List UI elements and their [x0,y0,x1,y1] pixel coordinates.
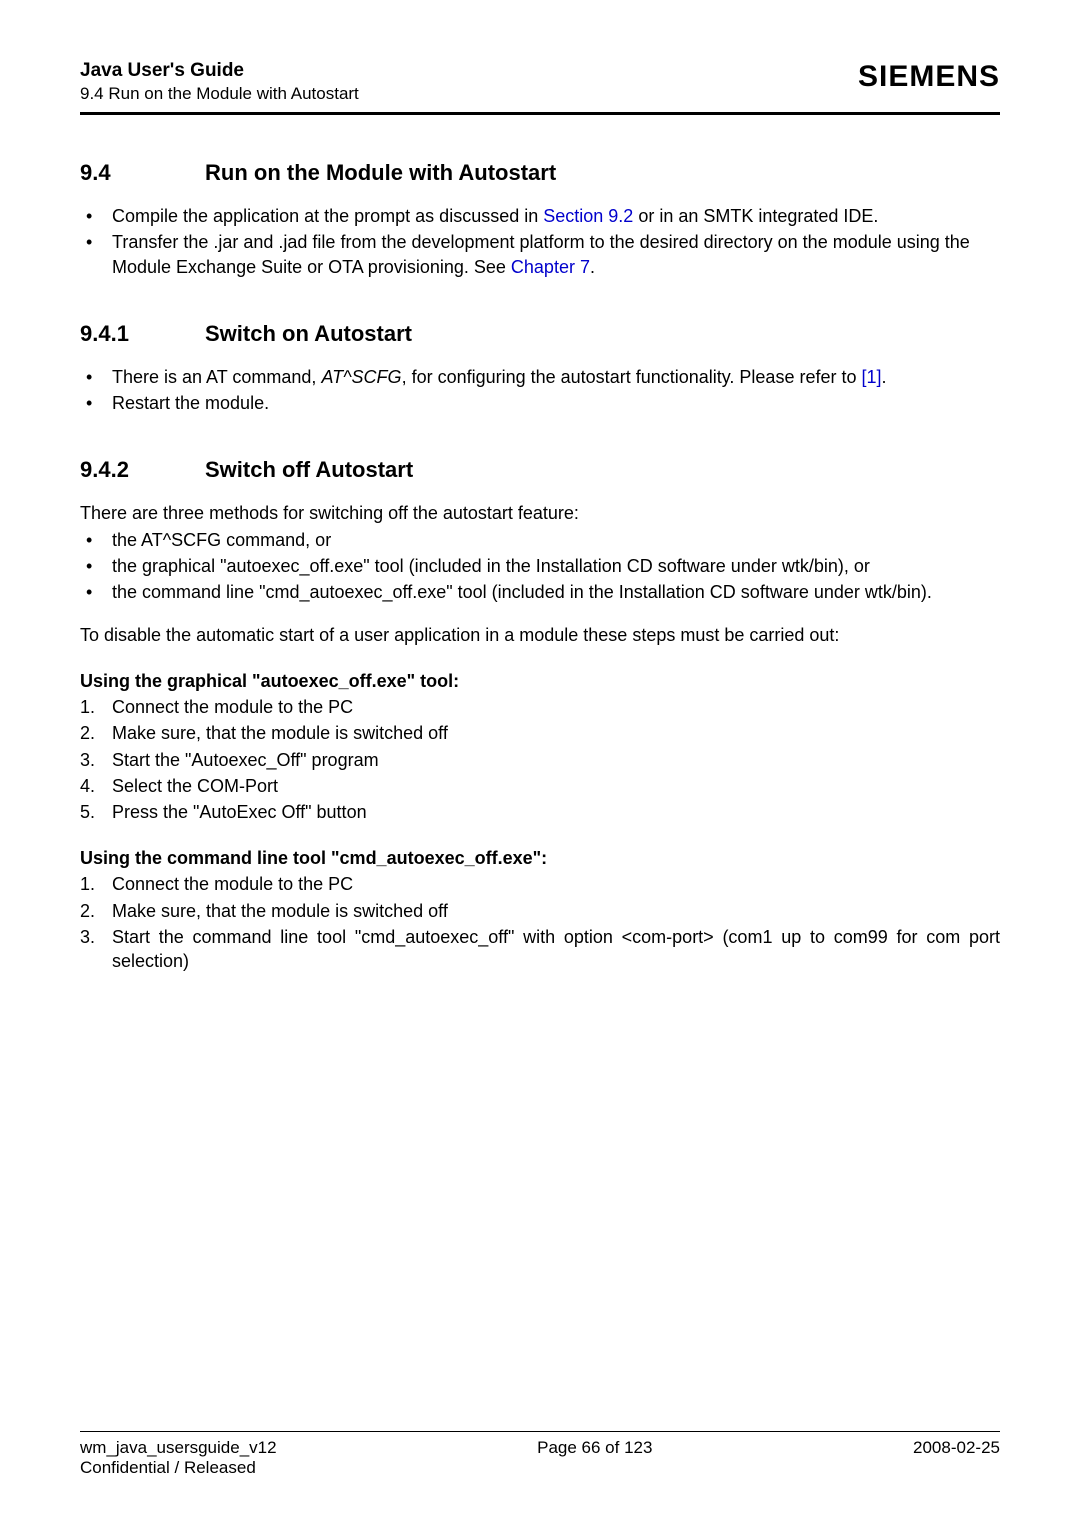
step-text: Connect the module to the PC [112,874,353,894]
text: or in an SMTK integrated IDE. [633,206,878,226]
step-number: 1. [80,695,95,719]
section-942-intro: There are three methods for switching of… [80,501,1000,525]
text: , for configuring the autostart function… [402,367,862,387]
list-item: 3. Start the command line tool "cmd_autoe… [80,925,1000,974]
list-item: Restart the module. [80,391,1000,415]
section-reference: 9.4 Run on the Module with Autostart [80,84,359,104]
list-item: 2. Make sure, that the module is switched… [80,899,1000,923]
disable-note: To disable the automatic start of a user… [80,623,1000,647]
step-text: Make sure, that the module is switched o… [112,901,448,921]
confidentiality-label: Confidential / Released [80,1458,277,1478]
header-left: Java User's Guide 9.4 Run on the Module … [80,60,359,104]
step-number: 3. [80,925,95,949]
list-item: 3. Start the "Autoexec_Off" program [80,748,1000,772]
step-text: Connect the module to the PC [112,697,353,717]
section-title: Switch on Autostart [205,321,412,347]
text: . [882,367,887,387]
page-number: Page 66 of 123 [537,1438,652,1478]
guide-title: Java User's Guide [80,60,359,82]
step-number: 3. [80,748,95,772]
section-number: 9.4.2 [80,457,205,483]
footer-divider [80,1431,1000,1432]
link-chapter-7[interactable]: Chapter 7 [511,257,590,277]
siemens-logo: SIEMENS [858,60,1000,94]
step-number: 2. [80,899,95,923]
list-item: the command line "cmd_autoexec_off.exe" … [80,580,1000,604]
section-942-methods-list: the AT^SCFG command, or the graphical "a… [80,528,1000,605]
text: There is an AT command, [112,367,321,387]
list-item: 4. Select the COM-Port [80,774,1000,798]
graphical-steps-list: 1. Connect the module to the PC 2. Make su… [80,695,1000,824]
section-942-heading: 9.4.2 Switch off Autostart [80,457,1000,483]
section-title: Run on the Module with Autostart [205,160,556,186]
list-item: 2. Make sure, that the module is switched… [80,721,1000,745]
at-command: AT^SCFG [321,367,401,387]
document-id: wm_java_usersguide_v12 [80,1438,277,1458]
header-divider [80,112,1000,115]
footer-content: wm_java_usersguide_v12 Confidential / Re… [80,1438,1000,1478]
step-text: Select the COM-Port [112,776,278,796]
step-number: 4. [80,774,95,798]
step-number: 5. [80,800,95,824]
link-reference-1[interactable]: [1] [861,367,881,387]
text: Restart the module. [112,393,269,413]
list-item: 1. Connect the module to the PC [80,695,1000,719]
step-number: 2. [80,721,95,745]
step-text: Make sure, that the module is switched o… [112,723,448,743]
link-section-92[interactable]: Section 9.2 [543,206,633,226]
cmdline-steps-list: 1. Connect the module to the PC 2. Make su… [80,872,1000,973]
list-item: the graphical "autoexec_off.exe" tool (i… [80,554,1000,578]
list-item: Compile the application at the prompt as… [80,204,1000,228]
cmdline-tool-heading: Using the command line tool "cmd_autoexe… [80,848,1000,869]
list-item: 5. Press the "AutoExec Off" button [80,800,1000,824]
section-94-list: Compile the application at the prompt as… [80,204,1000,279]
text: Compile the application at the prompt as… [112,206,543,226]
footer-left: wm_java_usersguide_v12 Confidential / Re… [80,1438,277,1478]
section-number: 9.4 [80,160,205,186]
graphical-tool-heading: Using the graphical "autoexec_off.exe" t… [80,671,1000,692]
section-941-list: There is an AT command, AT^SCFG, for con… [80,365,1000,416]
section-number: 9.4.1 [80,321,205,347]
step-text: Start the "Autoexec_Off" program [112,750,379,770]
step-number: 1. [80,872,95,896]
step-text: Press the "AutoExec Off" button [112,802,367,822]
list-item: Transfer the .jar and .jad file from the… [80,230,1000,279]
list-item: There is an AT command, AT^SCFG, for con… [80,365,1000,389]
list-item: the AT^SCFG command, or [80,528,1000,552]
page-header: Java User's Guide 9.4 Run on the Module … [80,60,1000,104]
list-item: 1. Connect the module to the PC [80,872,1000,896]
section-941-heading: 9.4.1 Switch on Autostart [80,321,1000,347]
page-footer: wm_java_usersguide_v12 Confidential / Re… [80,1431,1000,1478]
footer-date: 2008-02-25 [913,1438,1000,1478]
text: . [590,257,595,277]
step-text: Start the command line tool "cmd_autoexe… [112,927,1000,971]
section-title: Switch off Autostart [205,457,413,483]
section-94-heading: 9.4 Run on the Module with Autostart [80,160,1000,186]
